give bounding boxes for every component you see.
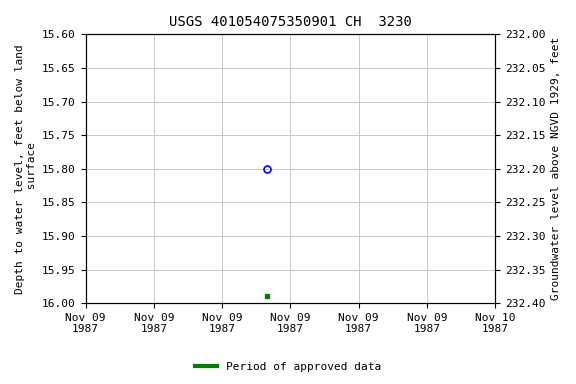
Y-axis label: Depth to water level, feet below land
 surface: Depth to water level, feet below land su… [15, 44, 37, 294]
Legend: Period of approved data: Period of approved data [191, 358, 385, 377]
Y-axis label: Groundwater level above NGVD 1929, feet: Groundwater level above NGVD 1929, feet [551, 37, 561, 300]
Title: USGS 401054075350901 CH  3230: USGS 401054075350901 CH 3230 [169, 15, 412, 29]
